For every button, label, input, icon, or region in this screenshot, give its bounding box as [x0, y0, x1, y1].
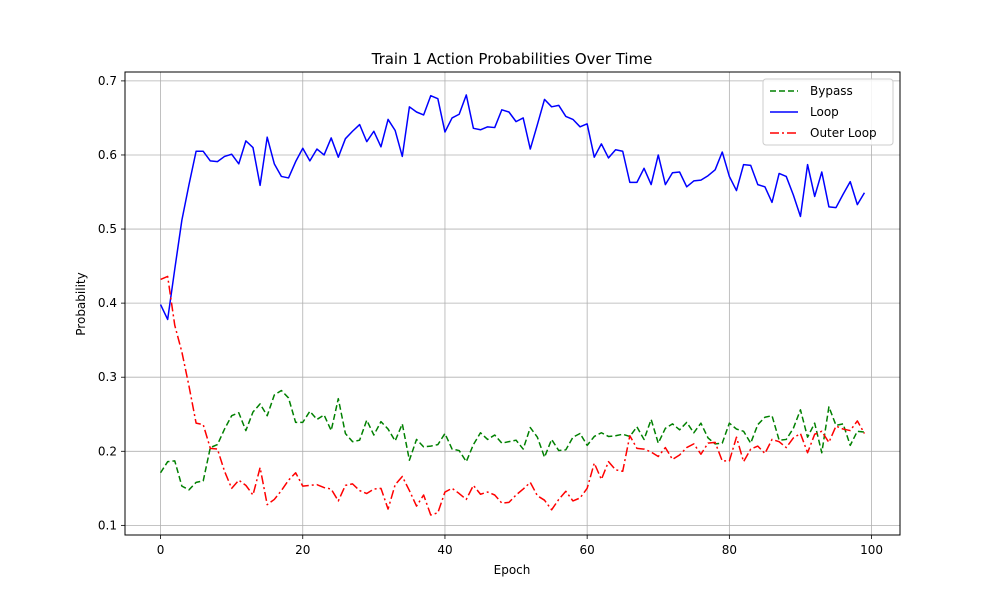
legend-label-bypass: Bypass: [810, 84, 853, 98]
x-tick-label: 0: [157, 543, 165, 557]
y-tick-label: 0.2: [98, 444, 117, 458]
y-tick-label: 0.1: [98, 518, 117, 532]
x-tick-label: 60: [580, 543, 595, 557]
x-tick-label: 80: [722, 543, 737, 557]
grid-lines: [125, 72, 900, 535]
legend-box: [762, 78, 894, 146]
x-tick-label: 40: [437, 543, 452, 557]
x-tick-label: 100: [860, 543, 883, 557]
y-tick-label: 0.6: [98, 148, 117, 162]
series-line-outer-loop: [160, 275, 866, 516]
series-line-loop: [159, 94, 866, 321]
axis-ticks: 0 20 40 60 80 100 0.1 0.2 0.3 0.4 0.5 0.6 0.7: [98, 74, 883, 557]
legend: Bypass Loop Outer Loop: [762, 78, 894, 146]
series-lines: [159, 94, 866, 516]
y-axis-title: Probability: [74, 272, 88, 335]
x-axis-title: Epoch: [494, 563, 531, 577]
y-tick-label: 0.3: [98, 370, 117, 384]
legend-label-loop: Loop: [810, 105, 839, 119]
chart-title: Train 1 Action Probabilities Over Time: [371, 50, 653, 68]
y-tick-label: 0.5: [98, 222, 117, 236]
legend-label-outer-loop: Outer Loop: [810, 126, 877, 140]
y-tick-label: 0.4: [98, 296, 117, 310]
x-tick-label: 20: [295, 543, 310, 557]
series-line-bypass: [159, 389, 865, 491]
y-tick-label: 0.7: [98, 74, 117, 88]
